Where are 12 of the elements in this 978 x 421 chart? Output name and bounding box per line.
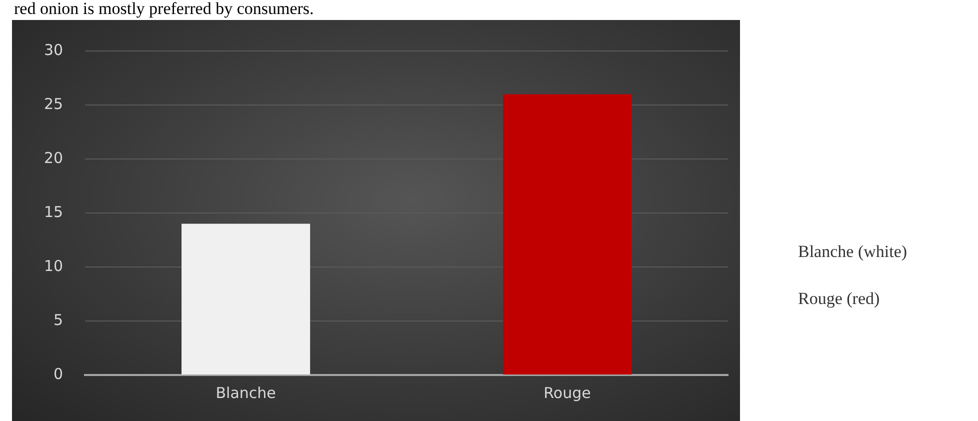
chart-title: red onion is mostly preferred by consumers. bbox=[14, 0, 314, 18]
y-tick-label: 25 bbox=[44, 94, 64, 113]
y-tick-label: 30 bbox=[44, 40, 64, 59]
x-tick-label: Rouge bbox=[544, 384, 591, 402]
y-tick-label: 20 bbox=[44, 148, 64, 167]
y-tick-label: 5 bbox=[54, 310, 64, 329]
y-tick-label: 10 bbox=[44, 256, 64, 275]
text: Blanche (white) bbox=[798, 242, 908, 262]
text: Rouge (red) bbox=[798, 289, 880, 309]
x-tick-label: Blanche bbox=[216, 384, 276, 402]
y-tick-label: 15 bbox=[44, 202, 64, 221]
y-tick-label: 0 bbox=[54, 364, 64, 383]
